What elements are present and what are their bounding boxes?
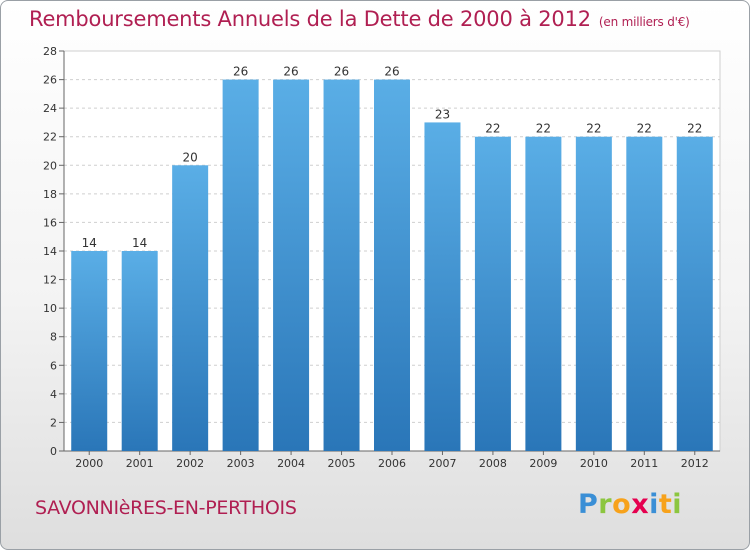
bar-2000 bbox=[71, 251, 108, 451]
x-tick-label-2004: 2004 bbox=[277, 457, 305, 470]
y-tick-label: 14 bbox=[43, 245, 57, 258]
y-tick-label: 12 bbox=[43, 274, 57, 287]
bar-2008 bbox=[474, 136, 511, 451]
bar-2012 bbox=[676, 136, 713, 451]
bar-2009 bbox=[525, 136, 562, 451]
y-tick-label: 26 bbox=[43, 74, 57, 87]
x-tick-label-2012: 2012 bbox=[681, 457, 709, 470]
x-tick-label-2003: 2003 bbox=[227, 457, 255, 470]
chart-title: Remboursements Annuels de la Dette de 20… bbox=[29, 7, 690, 31]
value-label-2007: 23 bbox=[435, 107, 450, 121]
y-tick-label: 10 bbox=[43, 302, 57, 315]
y-tick-label: 6 bbox=[50, 359, 57, 372]
y-tick-label: 0 bbox=[50, 445, 57, 458]
value-label-2001: 14 bbox=[132, 236, 147, 250]
bar-2002 bbox=[172, 165, 209, 452]
y-tick-label: 2 bbox=[50, 416, 57, 429]
bar-2011 bbox=[626, 136, 663, 451]
value-label-2002: 20 bbox=[183, 150, 198, 164]
unit-label: (en milliers d'€) bbox=[598, 15, 690, 29]
x-tick-label-2000: 2000 bbox=[75, 457, 103, 470]
x-tick-label-2007: 2007 bbox=[428, 457, 456, 470]
bar-2006 bbox=[374, 79, 410, 452]
value-label-2006: 26 bbox=[384, 65, 399, 79]
value-label-2011: 22 bbox=[637, 122, 652, 136]
y-tick-label: 18 bbox=[43, 188, 57, 201]
y-tick-label: 20 bbox=[43, 159, 57, 172]
commune-name: SAVONNIèRES-EN-PERTHOIS bbox=[35, 497, 297, 519]
x-tick-label-2011: 2011 bbox=[630, 457, 658, 470]
y-tick-label: 4 bbox=[50, 388, 57, 401]
value-label-2009: 22 bbox=[536, 122, 551, 136]
value-label-2012: 22 bbox=[687, 122, 702, 136]
y-tick-label: 8 bbox=[50, 331, 57, 344]
x-tick-label-2008: 2008 bbox=[479, 457, 507, 470]
x-tick-label-2002: 2002 bbox=[176, 457, 204, 470]
value-label-2000: 14 bbox=[82, 236, 97, 250]
y-tick-label: 24 bbox=[43, 102, 57, 115]
value-label-2008: 22 bbox=[485, 122, 500, 136]
value-label-2010: 22 bbox=[586, 122, 601, 136]
y-tick-label: 16 bbox=[43, 216, 57, 229]
bar-2003 bbox=[222, 79, 259, 452]
bar-2007 bbox=[424, 122, 461, 451]
bar-2005 bbox=[323, 79, 360, 452]
value-label-2003: 26 bbox=[233, 65, 248, 79]
chart-title-text: Remboursements Annuels de la Dette de 20… bbox=[29, 7, 591, 31]
bar-2004 bbox=[273, 79, 310, 452]
x-tick-label-2009: 2009 bbox=[529, 457, 557, 470]
y-tick-label: 28 bbox=[43, 45, 57, 58]
value-label-2004: 26 bbox=[283, 65, 298, 79]
x-tick-label-2001: 2001 bbox=[126, 457, 154, 470]
y-tick-label: 22 bbox=[43, 131, 57, 144]
bar-2001 bbox=[121, 251, 158, 451]
bar-2010 bbox=[575, 136, 612, 451]
proxiti-logo: Proxiti bbox=[578, 489, 683, 520]
x-tick-label-2005: 2005 bbox=[328, 457, 356, 470]
x-tick-label-2010: 2010 bbox=[580, 457, 608, 470]
value-label-2005: 26 bbox=[334, 65, 349, 79]
x-tick-label-2006: 2006 bbox=[378, 457, 406, 470]
